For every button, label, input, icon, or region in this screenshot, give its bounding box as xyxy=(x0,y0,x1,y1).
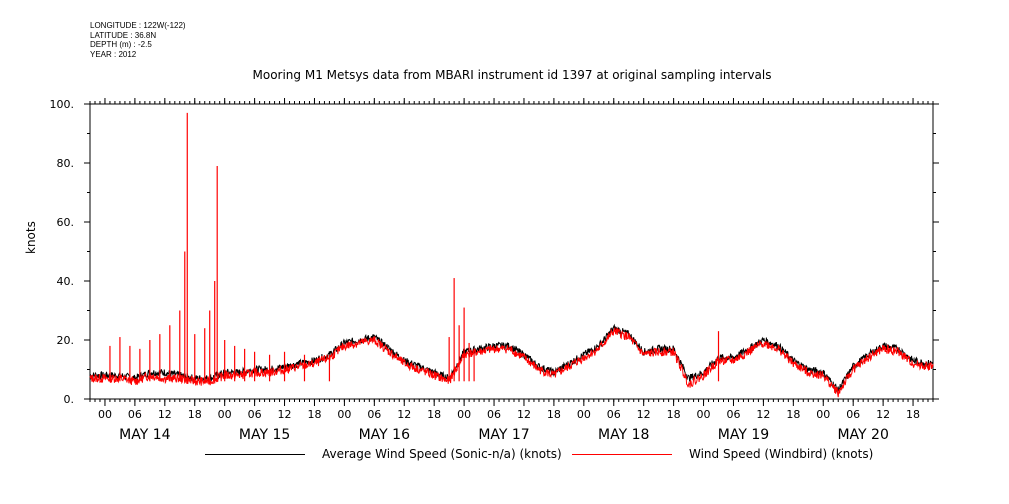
x-day-label: MAY 14 xyxy=(119,427,170,443)
x-hour-label: 00 xyxy=(577,408,591,421)
x-hour-label: 12 xyxy=(397,408,411,421)
x-day-label: MAY 20 xyxy=(837,427,888,443)
x-hour-label: 00 xyxy=(218,408,232,421)
x-hour-label: 00 xyxy=(457,408,471,421)
x-hour-label: 06 xyxy=(607,408,621,421)
x-hour-label: 12 xyxy=(756,408,770,421)
y-tick-label: 20. xyxy=(57,334,75,347)
x-hour-label: 06 xyxy=(726,408,740,421)
x-hour-label: 18 xyxy=(906,408,920,421)
y-tick-label: 80. xyxy=(57,157,75,170)
depth-text: DEPTH (m) : -2.5 xyxy=(90,40,152,49)
longitude-text: LONGITUDE : 122W(-122) xyxy=(90,21,186,30)
x-day-label: MAY 16 xyxy=(359,427,410,443)
legend-line-average xyxy=(205,454,305,455)
series-line-average xyxy=(89,323,934,393)
legend: Average Wind Speed (Sonic-n/a) (knots) W… xyxy=(0,446,1009,466)
x-hour-label: 18 xyxy=(786,408,800,421)
y-tick-label: 60. xyxy=(57,216,75,229)
legend-line-windbird xyxy=(572,454,672,455)
chart-title: Mooring M1 Metsys data from MBARI instru… xyxy=(252,68,772,82)
series-line-windbird xyxy=(89,326,934,398)
x-hour-label: 00 xyxy=(98,408,112,421)
x-hour-label: 12 xyxy=(517,408,531,421)
x-hour-label: 06 xyxy=(846,408,860,421)
x-hour-label: 12 xyxy=(158,408,172,421)
x-hour-label: 18 xyxy=(667,408,681,421)
y-tick-label: 40. xyxy=(57,275,75,288)
x-hour-label: 06 xyxy=(128,408,142,421)
x-hour-label: 18 xyxy=(307,408,321,421)
x-hour-label: 18 xyxy=(188,408,202,421)
y-tick-label: 100. xyxy=(50,98,75,111)
x-hour-label: 12 xyxy=(278,408,292,421)
x-day-label: MAY 18 xyxy=(598,427,649,443)
x-hour-label: 00 xyxy=(816,408,830,421)
x-hour-label: 18 xyxy=(547,408,561,421)
x-hour-label: 00 xyxy=(697,408,711,421)
legend-label-average: Average Wind Speed (Sonic-n/a) (knots) xyxy=(322,447,562,461)
y-axis-label: knots xyxy=(24,221,38,254)
year-text: YEAR : 2012 xyxy=(90,49,137,59)
y-tick-label: 0. xyxy=(64,393,75,406)
x-day-label: MAY 17 xyxy=(478,427,529,443)
x-hour-label: 12 xyxy=(876,408,890,421)
metadata-block: LONGITUDE : 122W(-122) LATITUDE : 36.8N … xyxy=(90,21,186,59)
plot-frame xyxy=(89,103,934,400)
x-hour-label: 06 xyxy=(367,408,381,421)
x-hour-label: 06 xyxy=(248,408,262,421)
x-hour-label: 18 xyxy=(427,408,441,421)
x-day-label: MAY 19 xyxy=(718,427,769,443)
x-hour-label: 06 xyxy=(487,408,501,421)
latitude-text: LATITUDE : 36.8N xyxy=(90,30,157,40)
legend-label-windbird: Wind Speed (Windbird) (knots) xyxy=(689,447,874,461)
x-hour-label: 00 xyxy=(337,408,351,421)
x-hour-label: 12 xyxy=(637,408,651,421)
x-day-label: MAY 15 xyxy=(239,427,290,443)
